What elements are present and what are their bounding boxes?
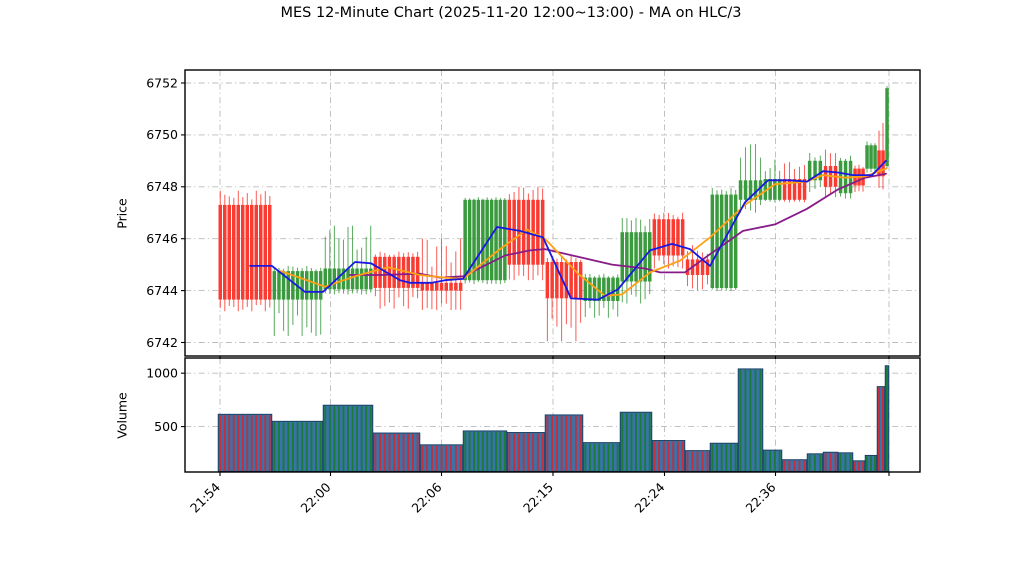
- volume-bar: [806, 453, 824, 472]
- volume-bar: [737, 368, 764, 472]
- candle-group: [877, 122, 885, 190]
- candle-group: [885, 86, 889, 169]
- price-tick-label: 6742: [146, 335, 178, 350]
- volume-bar: [651, 440, 686, 472]
- volume-bar: [619, 411, 653, 472]
- candle-group: [218, 190, 272, 312]
- candle-group: [463, 197, 507, 285]
- chart-title: MES 12-Minute Chart (2025-11-20 12:00~13…: [280, 5, 742, 21]
- volume-bar: [582, 442, 621, 472]
- volume-tick-label: 500: [154, 419, 178, 434]
- volume-bar: [852, 460, 866, 472]
- volume-bar: [837, 452, 854, 472]
- volume-tick-label: 1000: [146, 366, 178, 381]
- volume-bar: [372, 432, 421, 472]
- ma-line-blue: [249, 159, 887, 301]
- volume-bar: [217, 413, 273, 472]
- price-tick-label: 6748: [146, 179, 178, 194]
- candle-group: [807, 153, 823, 192]
- candle-group: [420, 238, 463, 310]
- volume-bar: [684, 450, 711, 472]
- volume-bar: [781, 459, 808, 472]
- volume-bar: [419, 444, 464, 472]
- volume-bar: [271, 420, 324, 472]
- volume-bar: [822, 451, 839, 472]
- x-tick-label: 22:24: [632, 479, 668, 515]
- x-tick-label: 22:06: [409, 479, 445, 515]
- price-tick-label: 6752: [146, 75, 178, 90]
- volume-bar: [322, 404, 374, 472]
- candle-group: [865, 141, 877, 174]
- volume-bar: [506, 432, 546, 472]
- volume-bar: [709, 442, 739, 472]
- candle-group: [738, 144, 763, 213]
- candle-group: [763, 159, 782, 203]
- volume-bar: [462, 430, 508, 472]
- x-tick-label: 21:54: [187, 479, 223, 515]
- x-tick-label: 22:15: [520, 480, 556, 516]
- volume-bar: [884, 365, 890, 472]
- volume-bar: [544, 414, 584, 472]
- volume-bar: [864, 454, 878, 472]
- price-candles: [218, 86, 889, 342]
- x-tick-label: 22:00: [298, 479, 334, 515]
- volume-bar: [876, 386, 886, 472]
- x-tick-label: 22:36: [743, 479, 779, 515]
- price-tick-label: 6746: [146, 231, 178, 246]
- candle-group: [373, 251, 420, 309]
- candle-group: [652, 212, 685, 269]
- candle-group: [782, 162, 807, 203]
- volume-bar: [762, 449, 783, 472]
- candle-group: [685, 245, 710, 291]
- volume-bars: [217, 365, 890, 472]
- price-tick-label: 6750: [146, 127, 178, 142]
- price-tick-label: 6744: [146, 283, 178, 298]
- candle-group: [710, 188, 738, 291]
